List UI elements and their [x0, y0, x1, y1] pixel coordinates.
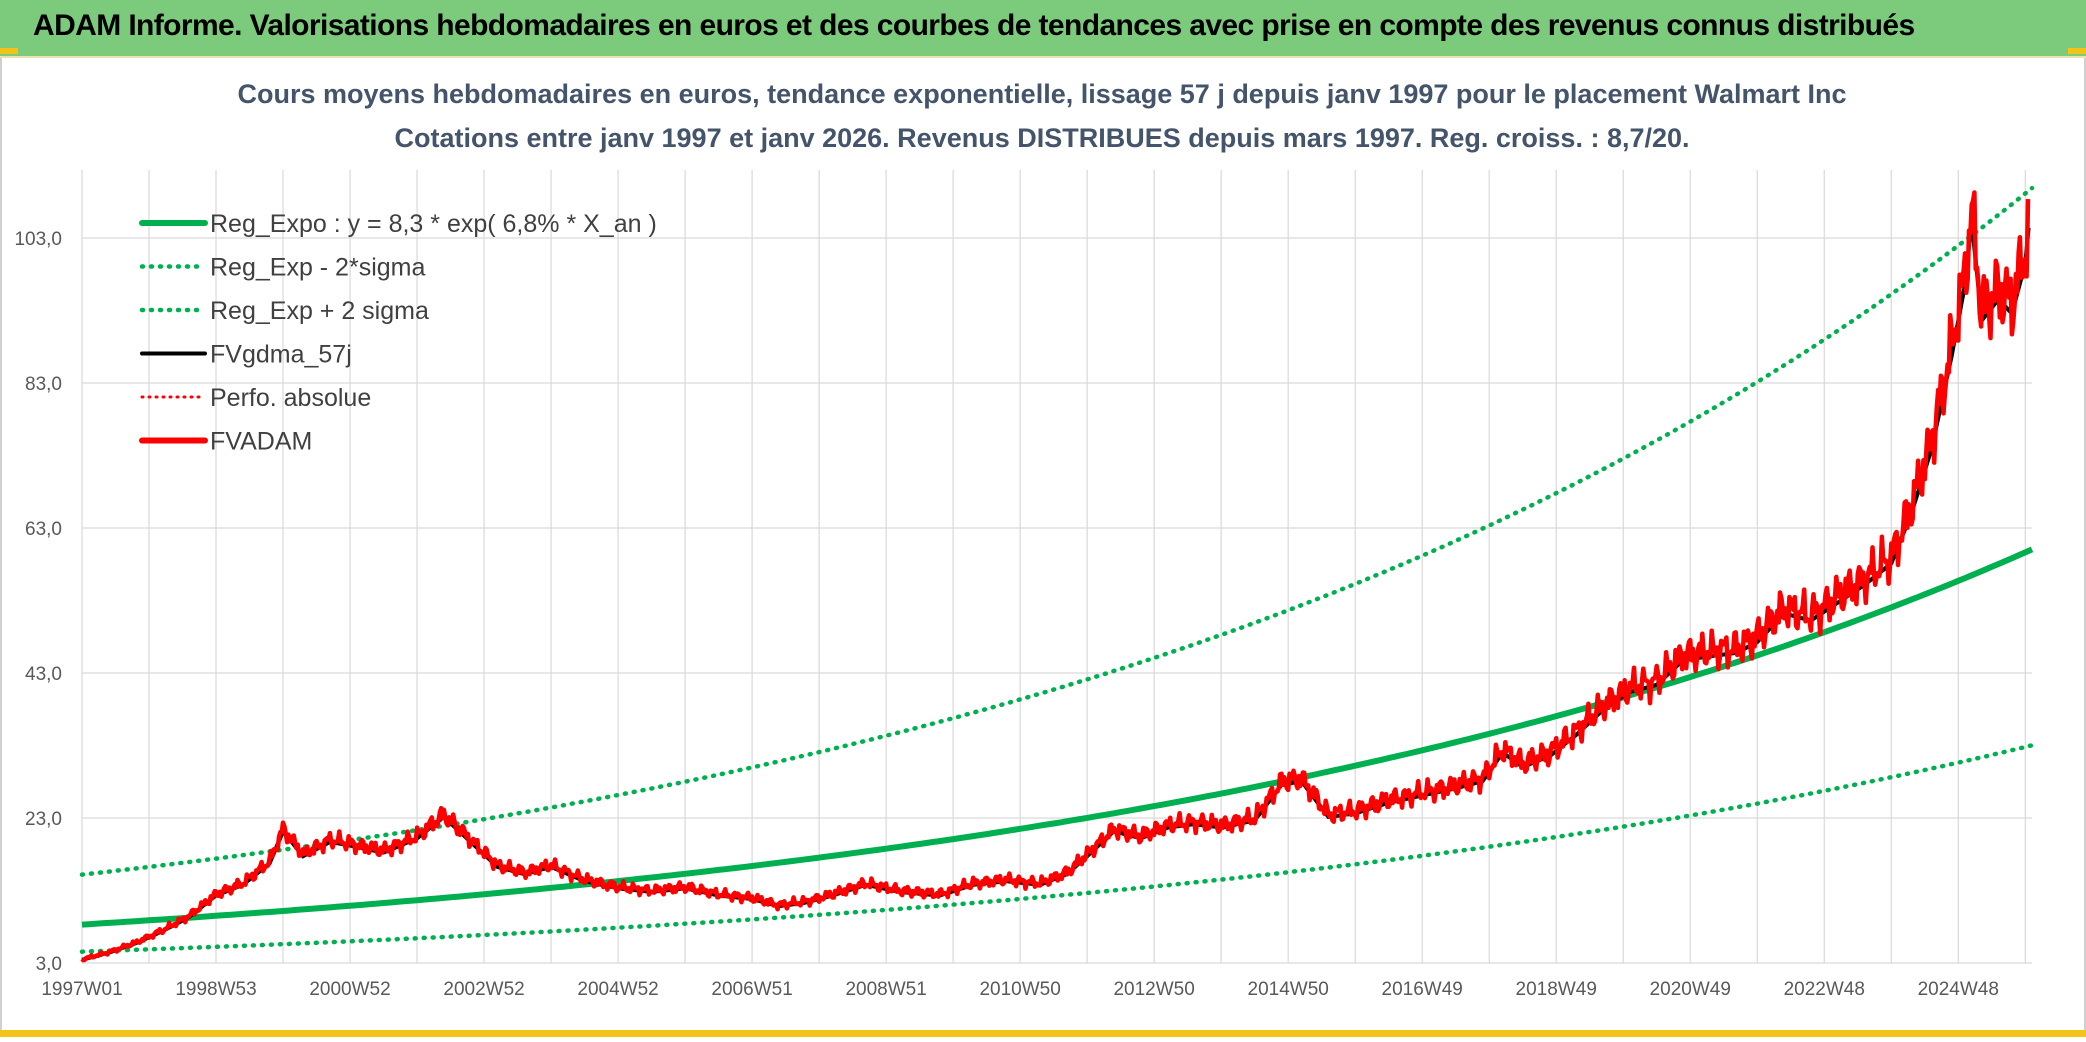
legend-label: Reg_Expo : y = 8,3 * exp( 6,8% * X_an )	[210, 210, 657, 238]
x-tick-label: 2004W52	[577, 979, 658, 1000]
x-tick-label: 2014W50	[1248, 979, 1329, 1000]
y-tick-label: 3,0	[36, 954, 62, 975]
x-tick-label: 2006W51	[711, 979, 792, 1000]
chart-title-line2: Cotations entre janv 1997 et janv 2026. …	[394, 123, 1689, 153]
series-group	[79, 185, 2035, 963]
vertical-gridlines	[81, 170, 2026, 963]
series-fvadam	[80, 190, 2031, 963]
legend-label: FVADAM	[210, 428, 312, 456]
legend-label: Reg_Exp + 2 sigma	[210, 297, 429, 325]
x-tick-label: 2024W48	[1918, 979, 1999, 1000]
x-tick-label: 2018W49	[1516, 979, 1597, 1000]
x-tick-label: 2022W48	[1784, 979, 1865, 1000]
y-tick-label: 23,0	[25, 809, 62, 830]
y-tick-label: 43,0	[25, 664, 62, 685]
y-tick-label: 83,0	[25, 374, 62, 395]
chart-svg: Cours moyens hebdomadaires en euros, ten…	[14, 79, 2035, 1000]
y-tick-label: 103,0	[14, 229, 62, 250]
legend-label: Reg_Exp - 2*sigma	[210, 254, 425, 282]
corner-accent-right	[2068, 48, 2086, 54]
bottom-accent-strip	[0, 1030, 2086, 1037]
x-tick-label: 1997W01	[41, 979, 122, 1000]
legend: Reg_Expo : y = 8,3 * exp( 6,8% * X_an ) R…	[139, 210, 657, 456]
x-tick-label: 2000W52	[309, 979, 390, 1000]
legend-label: FVgdma_57j	[210, 341, 352, 369]
chart-area: Cours moyens hebdomadaires en euros, ten…	[0, 58, 2086, 1037]
x-tick-label: 2012W50	[1113, 979, 1194, 1000]
x-tick-label: 2016W49	[1382, 979, 1463, 1000]
series-reg-exp-plus-2-sigma	[79, 185, 2035, 877]
series-reg-exp-minus-2-sigma	[79, 743, 2035, 954]
banner-title: ADAM Informe. Valorisations hebdomadaire…	[33, 9, 1915, 42]
x-axis-tick-labels: 1997W01 1998W53 2000W52 2002W52 2004W52 2006W…	[41, 979, 1999, 1000]
horizontal-gridlines	[82, 237, 2032, 964]
legend-label: Perfo. absolue	[210, 384, 371, 412]
series-reg-expo	[81, 546, 2034, 928]
y-tick-label: 63,0	[25, 519, 62, 540]
x-tick-label: 2002W52	[443, 979, 524, 1000]
corner-accent-left	[0, 48, 18, 54]
title-banner: ADAM Informe. Valorisations hebdomadaire…	[0, 0, 2086, 58]
x-tick-label: 1998W53	[175, 979, 256, 1000]
chart-title-line1: Cours moyens hebdomadaires en euros, ten…	[237, 79, 1846, 109]
x-tick-label: 2010W50	[979, 979, 1060, 1000]
x-tick-label: 2020W49	[1650, 979, 1731, 1000]
y-axis-tick-labels: 3,0 23,0 43,0 63,0 83,0 103,0	[14, 229, 62, 975]
x-tick-label: 2008W51	[845, 979, 926, 1000]
